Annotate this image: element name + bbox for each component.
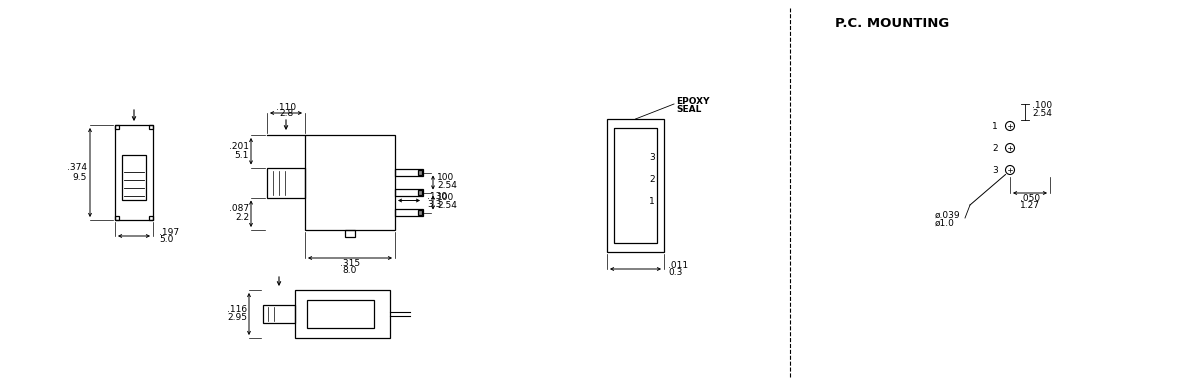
Bar <box>395 169 424 176</box>
Text: .087: .087 <box>229 204 250 213</box>
Text: 8.0: 8.0 <box>343 266 358 275</box>
Bar <box>263 305 295 323</box>
Text: .374: .374 <box>67 163 88 172</box>
Text: 2.54: 2.54 <box>1032 109 1052 118</box>
Text: .201: .201 <box>229 142 250 151</box>
Bar <box>266 167 305 198</box>
Text: .130: .130 <box>427 192 448 201</box>
Bar <box>115 125 154 220</box>
Bar <box>346 230 355 237</box>
Bar <box>305 135 395 230</box>
Bar <box>115 125 119 129</box>
Bar <box>607 119 664 252</box>
Text: P.C. MOUNTING: P.C. MOUNTING <box>835 17 949 30</box>
Text: 2.54: 2.54 <box>437 201 457 210</box>
Text: .315: .315 <box>340 258 360 268</box>
Text: 0.3: 0.3 <box>668 268 683 276</box>
Bar <box>418 210 422 215</box>
Text: SEAL: SEAL <box>676 104 701 114</box>
Text: 1.27: 1.27 <box>1020 201 1040 209</box>
Text: 100: 100 <box>437 193 455 202</box>
Text: 3.3: 3.3 <box>427 200 442 209</box>
Text: .116: .116 <box>227 305 247 313</box>
Bar <box>149 125 154 129</box>
Bar <box>418 190 422 195</box>
Text: 3: 3 <box>992 166 998 174</box>
Text: 5.0: 5.0 <box>160 234 173 243</box>
Bar <box>418 170 422 175</box>
Text: .050: .050 <box>1020 194 1040 203</box>
Bar <box>149 216 154 220</box>
Text: 2.8: 2.8 <box>278 109 293 117</box>
Bar <box>307 300 374 328</box>
Text: 2.54: 2.54 <box>437 181 457 190</box>
Text: .100: .100 <box>1032 101 1052 110</box>
Text: 9.5: 9.5 <box>73 173 88 182</box>
Text: 2: 2 <box>649 174 655 184</box>
Text: ø.039: ø.039 <box>935 211 961 219</box>
Text: EPOXY: EPOXY <box>676 97 709 105</box>
Text: .011: .011 <box>668 261 688 270</box>
Text: 3: 3 <box>649 152 655 161</box>
Text: 1: 1 <box>649 196 655 206</box>
Bar <box>395 189 424 196</box>
Bar <box>122 155 146 200</box>
Bar <box>395 209 424 216</box>
Bar <box>295 290 390 338</box>
Text: 2.2: 2.2 <box>235 213 250 222</box>
Text: 2: 2 <box>992 144 998 152</box>
Bar <box>614 128 658 243</box>
Text: 2.95: 2.95 <box>227 313 247 323</box>
Text: .110: .110 <box>276 102 296 112</box>
Text: 100: 100 <box>437 173 455 182</box>
Text: 5.1: 5.1 <box>235 151 250 160</box>
Text: .197: .197 <box>160 228 179 236</box>
Text: ø1.0: ø1.0 <box>935 219 955 228</box>
Text: 1: 1 <box>992 122 998 131</box>
Bar <box>115 216 119 220</box>
